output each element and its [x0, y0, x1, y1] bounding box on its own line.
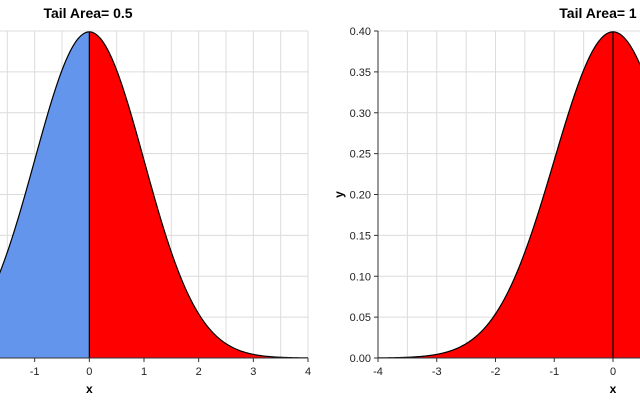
- right-chart-y-label: y: [332, 191, 346, 198]
- right-chart-panel: -4 -3 -2 -1 0 0.000.050.100.150.200.250.300.…: [332, 5, 640, 396]
- x-tick-label: -3: [432, 366, 442, 378]
- x-tick-label: -1: [549, 366, 559, 378]
- y-tick-label: 0.25: [350, 149, 371, 161]
- y-tick-label: 0.40: [350, 26, 371, 38]
- left-chart-x-ticks: -1 0 1 2 3 4: [30, 358, 311, 378]
- left-chart-lower-area: [0, 31, 90, 358]
- x-tick-label: -2: [491, 366, 501, 378]
- x-tick-label: -1: [30, 366, 40, 378]
- right-chart-x-ticks: -4 -3 -2 -1 0: [373, 358, 616, 378]
- y-tick-label: 0.15: [350, 230, 371, 242]
- left-chart-panel: -1 0 1 2 3 4 Tail Area= 0.5 x: [0, 5, 311, 396]
- left-chart-x-label: x: [86, 382, 93, 396]
- x-tick-label: 0: [610, 366, 616, 378]
- y-tick-label: 0.05: [350, 312, 371, 324]
- right-chart-y-ticks: 0.00 0.05 0.10 0.15 0.20 0.25 0.30 0.35 0.40: [350, 26, 378, 365]
- right-chart-x-label: x: [610, 382, 617, 396]
- x-tick-label: 3: [250, 366, 256, 378]
- left-chart-density-curve: [0, 31, 309, 359]
- y-tick-label: 0.00: [350, 353, 371, 365]
- y-tick-label: 0.30: [350, 108, 371, 120]
- x-tick-label: 0: [86, 366, 92, 378]
- left-chart-title: Tail Area= 0.5: [43, 5, 132, 21]
- right-chart-tail-area-continued: [613, 31, 640, 358]
- x-tick-label: 1: [141, 366, 147, 378]
- right-chart-title: Tail Area= 1: [559, 5, 637, 21]
- x-tick-label: 4: [305, 366, 311, 378]
- y-tick-label: 0.20: [350, 190, 371, 202]
- y-tick-label: 0.10: [350, 271, 371, 283]
- x-tick-label: 2: [196, 366, 202, 378]
- left-chart-upper-tail-area: [89, 31, 308, 358]
- x-tick-label: -4: [373, 366, 383, 378]
- y-tick-label: 0.35: [350, 67, 371, 79]
- right-chart-tail-area: [378, 31, 613, 358]
